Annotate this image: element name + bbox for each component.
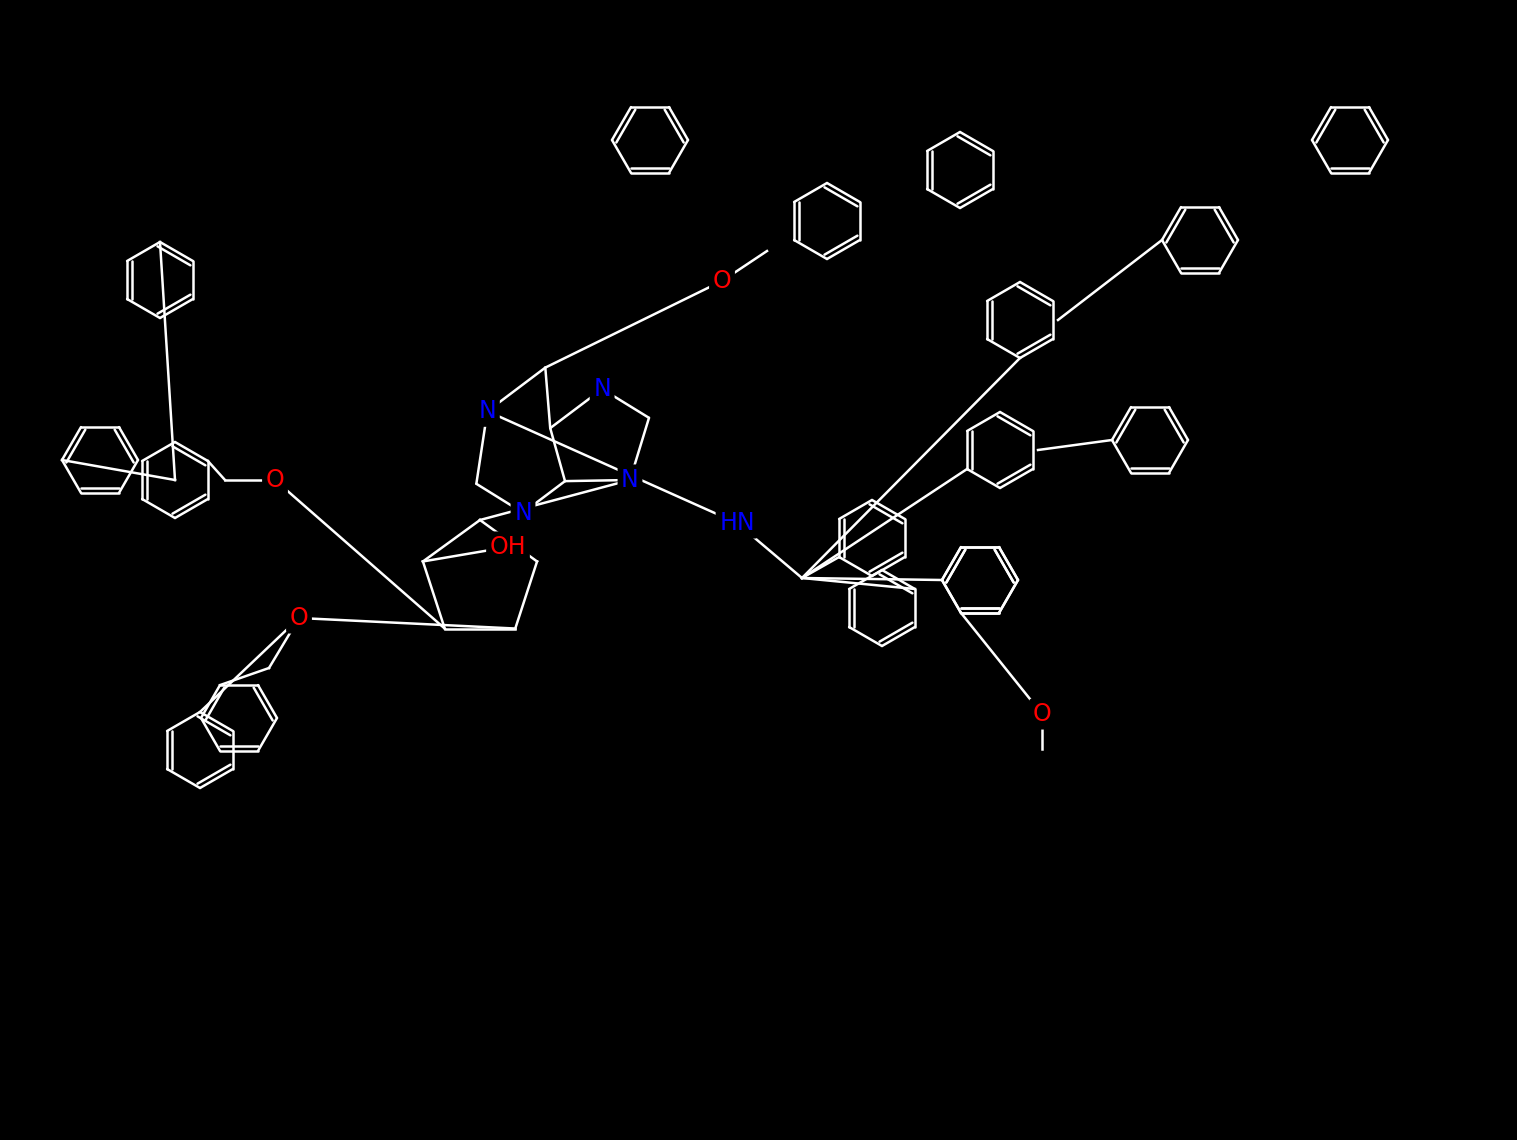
Text: N: N bbox=[593, 377, 611, 401]
Text: O: O bbox=[290, 606, 308, 630]
Text: O: O bbox=[1033, 702, 1051, 726]
Text: HN: HN bbox=[719, 511, 755, 535]
Text: O: O bbox=[713, 269, 731, 293]
Text: HN: HN bbox=[719, 511, 755, 535]
Text: N: N bbox=[620, 469, 639, 492]
Text: OH: OH bbox=[490, 535, 526, 559]
Text: N: N bbox=[478, 399, 496, 423]
Text: O: O bbox=[265, 469, 284, 492]
Text: O: O bbox=[265, 469, 284, 492]
Text: N: N bbox=[514, 500, 532, 524]
Text: O: O bbox=[713, 269, 731, 293]
Text: O: O bbox=[1033, 702, 1051, 726]
Text: N: N bbox=[620, 469, 639, 492]
Text: N: N bbox=[514, 500, 532, 524]
Text: N: N bbox=[478, 399, 496, 423]
Text: OH: OH bbox=[490, 535, 526, 559]
Text: N: N bbox=[593, 377, 611, 401]
Text: O: O bbox=[290, 606, 308, 630]
